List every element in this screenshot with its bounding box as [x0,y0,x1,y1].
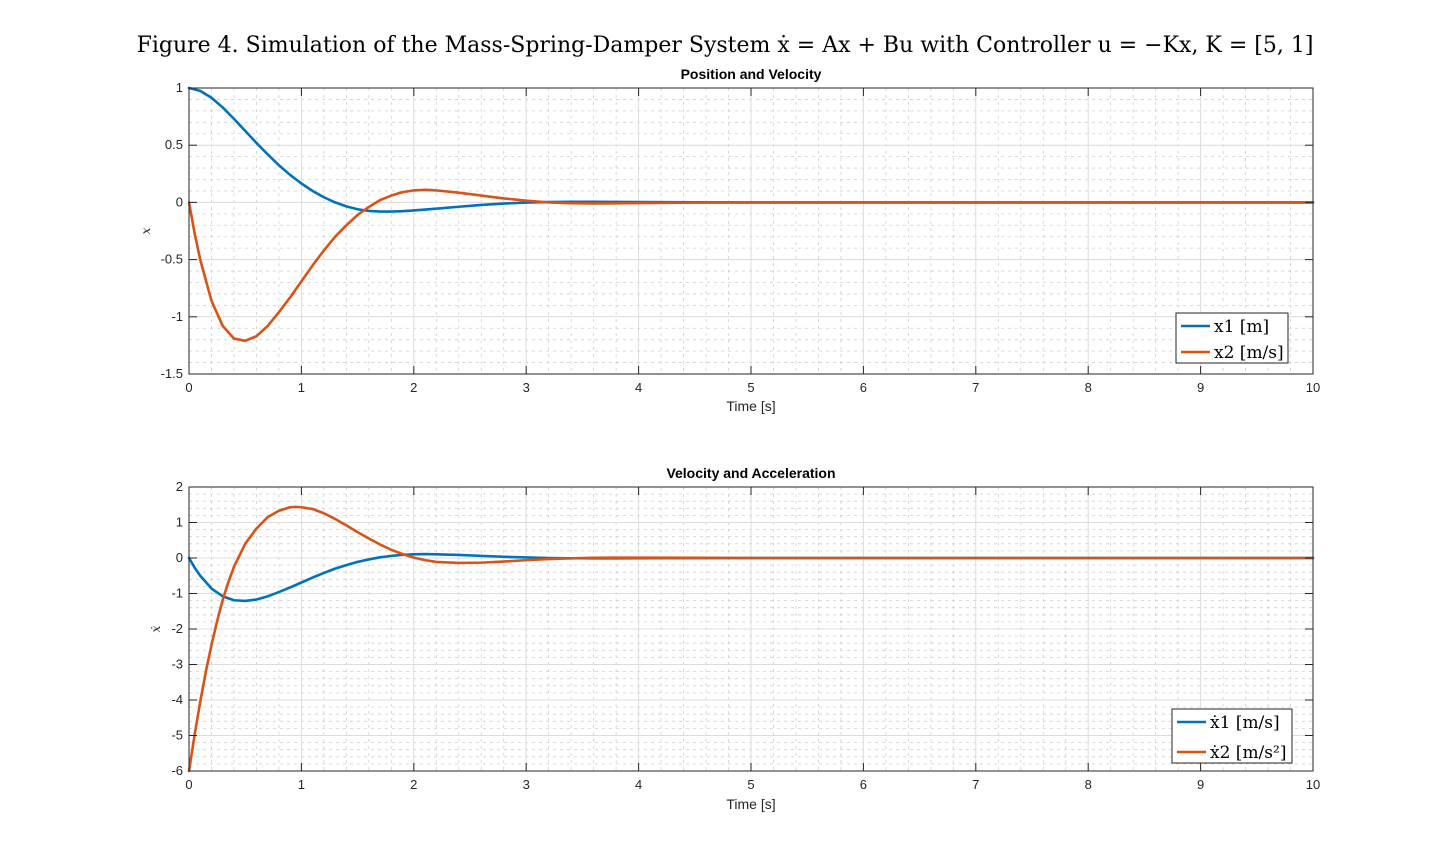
y-tick-label: 1 [176,515,183,530]
x-tick-label: 0 [185,777,192,792]
legend: ẋ1 [m/s] ẋ2 [m/s²] [1171,708,1293,764]
y-tick-label: -1 [171,309,183,324]
x-tick-label: 8 [1085,380,1092,395]
x-tick-label: 4 [635,777,642,792]
y-tick-label: 1 [176,80,183,95]
x-tick-label: 2 [410,777,417,792]
y-tick-label: 0.5 [165,137,183,152]
x-tick-label: 5 [747,380,754,395]
legend-label-1: x1 [m] [1214,317,1269,337]
x-tick-label: 4 [635,380,642,395]
y-tick-label: 2 [176,479,183,494]
y-tick-label: -4 [171,692,183,707]
series-line-2 [187,188,1315,343]
x-tick-label: 2 [410,380,417,395]
y-axis-label: x [139,227,153,234]
y-tick-label: -3 [171,657,183,672]
x-tick-label: 7 [972,380,979,395]
x-tick-label: 6 [860,777,867,792]
x-tick-label: 9 [1197,777,1204,792]
axes-velocity-acceleration: 0 1 2 3 4 5 6 7 8 9 10 -6 -5 -4 -3 -2 -1 0 1 2 Velocity and … [149,465,1320,812]
y-tick-label: -2 [171,621,183,636]
x-axis-label: Time [s] [726,796,775,812]
x-tick-label: 7 [972,777,979,792]
x-tick-label: 0 [185,380,192,395]
x-tick-label: 3 [523,380,530,395]
legend-label-1: ẋ1 [m/s] [1210,713,1280,733]
y-tick-label: -1 [171,586,183,601]
y-tick-label: -0.5 [161,252,183,267]
y-tick-label: -5 [171,728,183,743]
x-tick-label: 10 [1306,380,1320,395]
x-tick-label: 1 [298,777,305,792]
axes-position-velocity: 0 1 2 3 4 5 6 7 8 9 10 -1.5 -1 -0.5 0 0.5 1 Position and … [139,66,1320,414]
x-tick-label: 1 [298,380,305,395]
x-tick-label: 8 [1085,777,1092,792]
x-tick-label: 9 [1197,380,1204,395]
y-tick-label: -1.5 [161,366,183,381]
x-axis-label: Time [s] [726,398,775,414]
axes-title: Position and Velocity [681,66,822,82]
y-tick-label: -6 [171,763,183,778]
y-axis-label: ẋ [149,625,163,632]
legend: x1 [m] x2 [m/s] [1175,312,1289,364]
x-tick-label: 3 [523,777,530,792]
axes-title: Velocity and Acceleration [666,465,835,481]
series-line-2 [187,505,1315,773]
y-tick-label: 0 [176,550,183,565]
x-tick-label: 10 [1306,777,1320,792]
y-tick-label: 0 [176,194,183,209]
x-tick-label: 5 [747,777,754,792]
legend-label-2: x2 [m/s] [1214,343,1284,363]
x-tick-label: 6 [860,380,867,395]
figure-suptitle: Figure 4. Simulation of the Mass-Spring-… [137,33,1314,58]
legend-box [1175,312,1289,364]
legend-label-2: ẋ2 [m/s²] [1210,743,1286,763]
legend-box [1171,708,1293,764]
